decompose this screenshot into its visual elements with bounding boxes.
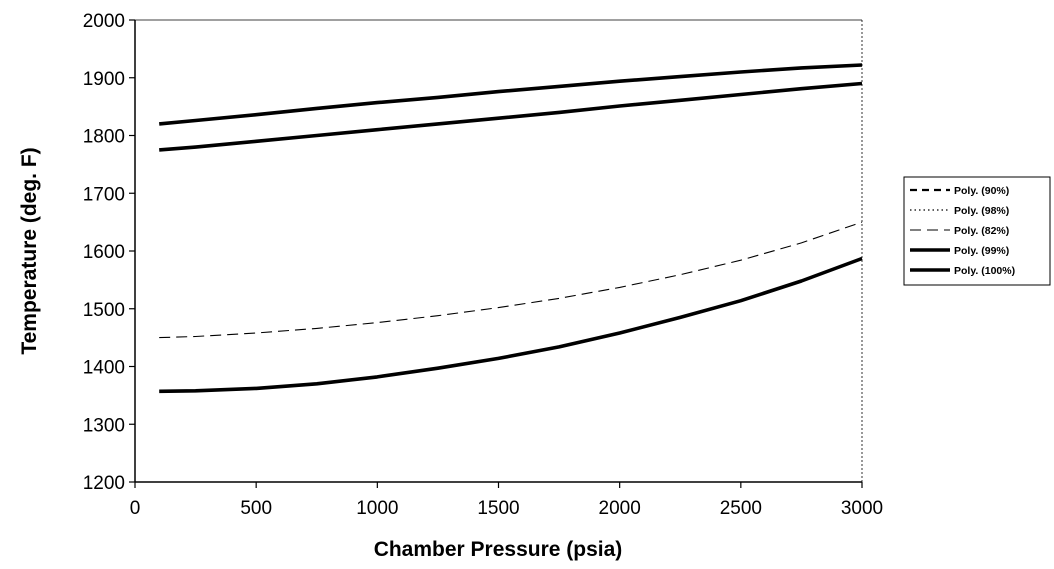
x-tick-label: 1500 <box>477 498 519 519</box>
legend-label: Poly. (90%) <box>954 185 1009 197</box>
x-tick-label: 500 <box>240 498 272 519</box>
series-line-5 <box>159 256 863 394</box>
legend-label: Poly. (98%) <box>954 205 1009 217</box>
legend-label: Poly. (82%) <box>954 225 1009 237</box>
x-tick-label: 3000 <box>841 498 883 519</box>
legend-box <box>903 176 1051 286</box>
series-line-3 <box>159 81 863 152</box>
legend: Poly. (90%) Poly. (98%) Poly. (82%) Poly. (… <box>903 176 1051 286</box>
legend-label: Poly. (100%) <box>954 265 1015 277</box>
series-line-4 <box>159 63 863 126</box>
y-tick-label: 1300 <box>83 415 125 436</box>
legend-label: Poly. (99%) <box>954 245 1009 257</box>
y-tick-label: 1800 <box>83 127 125 148</box>
y-tick-label: 1500 <box>83 300 125 321</box>
y-tick-label: 1400 <box>83 358 125 379</box>
y-axis-ticks: 1200 1300 1400 1500 1600 1700 1800 1900 2000 <box>83 11 135 494</box>
y-tick-label: 1200 <box>83 473 125 494</box>
series-lines <box>159 63 863 394</box>
series-line-2 <box>159 221 863 339</box>
x-axis-ticks: 0 500 1000 1500 2000 2500 3000 <box>130 482 883 519</box>
x-tick-label: 2000 <box>599 498 641 519</box>
y-tick-label: 1600 <box>83 242 125 263</box>
legend-items: Poly. (90%) Poly. (98%) Poly. (82%) Poly. (… <box>910 185 1015 277</box>
x-tick-label: 2500 <box>720 498 762 519</box>
x-axis-title: Chamber Pressure (psia) <box>374 538 623 561</box>
y-tick-label: 1700 <box>83 184 125 205</box>
y-tick-label: 1900 <box>83 69 125 90</box>
x-tick-label: 1000 <box>356 498 398 519</box>
plot-area <box>134 19 863 483</box>
x-tick-label: 0 <box>130 498 141 519</box>
y-tick-label: 2000 <box>83 11 125 32</box>
y-axis-title: Temperature (deg. F) <box>18 147 41 354</box>
